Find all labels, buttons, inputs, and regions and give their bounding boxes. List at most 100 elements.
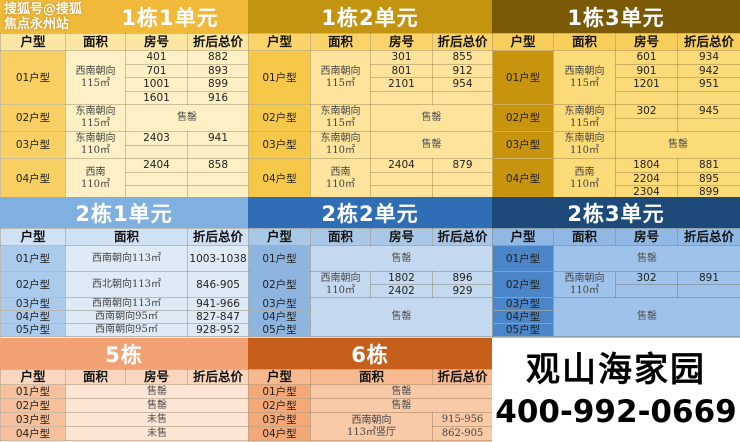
unit-type: 04户型 (0, 310, 66, 324)
unit-type: 02户型 (248, 104, 311, 132)
table-row: 04户型 (492, 310, 740, 324)
status-sold-out: 售罄 (309, 398, 492, 413)
panel-title: 2栋2单元 (248, 197, 492, 228)
column-header: 房号 (370, 228, 433, 246)
table-row: 03户型 东南朝向 110㎡ 2403 941 (0, 131, 248, 159)
discount-price: 879 (432, 158, 492, 173)
discount-price: 896 (432, 271, 492, 285)
discount-price: 891 (677, 271, 740, 285)
discount-price: 934 (677, 50, 740, 65)
area-orientation: 东南朝向 115㎡ (65, 104, 126, 132)
status-sold-out: 售罄 (553, 297, 740, 337)
building-panel: 2栋2单元 户型 面积 房号 折后总价 01户型 售罄 02户型 西南朝向 110㎡ 1802 89… (248, 197, 492, 338)
discount-price (677, 90, 740, 105)
table-row: 01户型 售罄 (248, 384, 492, 399)
status-sold-out: 售罄 (125, 104, 248, 132)
discount-price: 899 (187, 77, 248, 92)
status-sold-out: 售罄 (65, 398, 248, 413)
unit-type: 03户型 (0, 412, 66, 427)
panel-title: 1栋3单元 (492, 0, 740, 33)
building-panel: 2栋1单元 户型 面积 折后总价 01户型 西南朝向113㎡ 1003-1038 02户型 西北… (0, 197, 248, 338)
unit-type: 05户型 (248, 323, 311, 337)
table-row: 1201 951 (493, 77, 740, 92)
column-header: 折后总价 (187, 228, 248, 246)
column-header: 面积 (65, 369, 126, 385)
area-orientation: 西南 110㎡ (553, 158, 616, 197)
room-number: 401 (125, 50, 188, 65)
column-header: 面积 (310, 33, 371, 51)
discount-price (677, 284, 740, 298)
table-row: 01户型 西南朝向 115㎡ 601 934 (492, 50, 740, 105)
area-orientation: 西南朝向95㎡ (64, 323, 189, 337)
table-row: 03户型 东南朝向 110㎡ 售罄 (248, 131, 492, 159)
building-panel: 1栋3单元 户型 面积 房号 折后总价 01户型 西南朝向 115㎡ 601 934 901 942… (492, 0, 740, 197)
area-orientation: 西南朝向113㎡ (64, 297, 189, 311)
room-number: 302 (615, 104, 678, 119)
unit-type: 04户型 (0, 158, 66, 197)
panel-title: 5栋 (0, 338, 248, 369)
unit-type: 03户型 (248, 412, 311, 427)
table-row: 03户型 未售 (0, 412, 248, 427)
column-header: 折后总价 (677, 33, 740, 51)
panel-title: 1栋2单元 (248, 0, 492, 33)
price-range: 915-956 (432, 412, 492, 427)
table-row: 02户型 西南朝向 110㎡ 1802 896 (248, 271, 492, 298)
building-panel: 1栋2单元 户型 面积 房号 折后总价 01户型 西南朝向 115㎡ 301 855 801 912… (248, 0, 492, 197)
table-row: 05户型 (248, 323, 493, 337)
discount-price (432, 171, 492, 186)
table-row: 04户型 未售 (0, 426, 248, 441)
unit-type: 01户型 (248, 50, 311, 105)
unit-type: 01户型 (492, 50, 554, 105)
table-row: 01户型 西南朝向 115㎡ 401 882 (0, 50, 248, 105)
room-number (125, 171, 188, 186)
discount-price: 882 (187, 50, 248, 65)
area-orientation: 东南朝向 110㎡ (553, 131, 616, 159)
table-row (493, 284, 740, 298)
discount-price: 954 (432, 77, 492, 92)
table-row: 2101 954 (249, 77, 492, 92)
table-row: 2204 895 (493, 171, 740, 186)
room-number: 901 (615, 63, 678, 78)
unit-type: 03户型 (0, 297, 66, 311)
unit-type: 04户型 (0, 426, 66, 441)
area-orientation: 西南朝向 115㎡ (553, 50, 616, 105)
table-row: 02户型 东南朝向 115㎡ 302 945 (492, 104, 740, 132)
table-row (1, 171, 248, 186)
room-number: 301 (370, 50, 433, 65)
area-orientation: 西南 110㎡ (65, 158, 126, 197)
unit-type: 03户型 (248, 131, 311, 159)
status-sold-out: 售罄 (65, 384, 248, 399)
table-row: 03户型 售罄 (492, 297, 740, 337)
area-orientation: 西南朝向 113㎡竖厅 (309, 412, 434, 441)
column-header: 折后总价 (187, 369, 248, 385)
table-row (249, 171, 492, 186)
table-row: 01户型 西南朝向113㎡ 1003-1038 (0, 245, 248, 272)
unit-type: 02户型 (492, 104, 554, 132)
table-row: 2402 929 (249, 284, 492, 298)
room-number: 2404 (370, 158, 433, 173)
room-number (615, 90, 678, 105)
unit-type: 04户型 (248, 158, 311, 197)
column-header: 户型 (492, 33, 554, 51)
room-number: 1804 (615, 158, 678, 173)
panel-title: 6栋 (248, 338, 492, 369)
room-number (370, 90, 433, 105)
table-row (249, 185, 492, 197)
table-row (493, 117, 740, 132)
table-row: 04户型 西南朝向95㎡ 827-847 (0, 310, 248, 324)
column-header: 折后总价 (432, 369, 492, 385)
unit-type: 02户型 (248, 271, 311, 298)
discount-price: 942 (677, 63, 740, 78)
table-row: 01户型 售罄 (492, 245, 740, 272)
discount-price: 951 (677, 77, 740, 92)
discount-price (432, 185, 492, 197)
table-row: 1601 916 (1, 90, 248, 105)
column-header: 面积 (65, 33, 126, 51)
discount-price: 895 (677, 171, 740, 186)
building-panel: 2栋3单元 户型 面积 房号 折后总价 01户型 售罄 02户型 西南朝向 110㎡ 302 891… (492, 197, 740, 338)
room-number (125, 144, 188, 159)
column-header: 折后总价 (187, 33, 248, 51)
area-orientation: 西南朝向 110㎡ (310, 271, 371, 298)
column-header: 折后总价 (432, 228, 492, 246)
room-number: 701 (125, 63, 188, 78)
